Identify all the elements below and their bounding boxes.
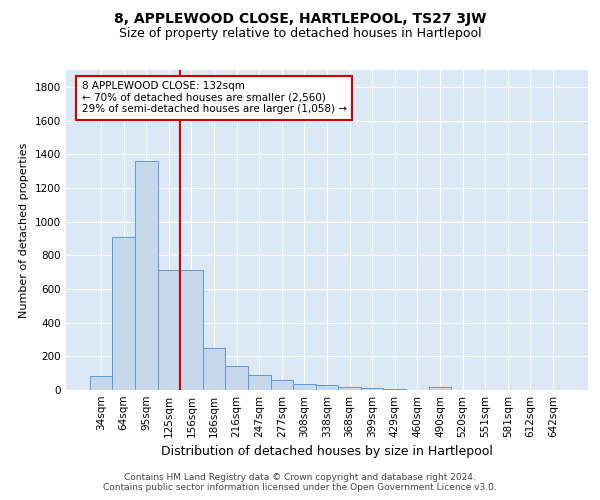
Bar: [338, 388, 361, 390]
Text: 8 APPLEWOOD CLOSE: 132sqm
← 70% of detached houses are smaller (2,560)
29% of se: 8 APPLEWOOD CLOSE: 132sqm ← 70% of detac…: [82, 81, 347, 114]
Bar: [271, 380, 293, 390]
Bar: [180, 270, 203, 390]
Bar: [361, 388, 383, 390]
Y-axis label: Number of detached properties: Number of detached properties: [19, 142, 29, 318]
Bar: [293, 384, 316, 390]
Bar: [90, 376, 112, 390]
Bar: [158, 270, 180, 390]
Bar: [383, 388, 406, 390]
Bar: [226, 366, 248, 390]
Bar: [135, 161, 158, 390]
X-axis label: Distribution of detached houses by size in Hartlepool: Distribution of detached houses by size …: [161, 446, 493, 458]
Bar: [316, 385, 338, 390]
Text: Contains HM Land Registry data © Crown copyright and database right 2024.
Contai: Contains HM Land Registry data © Crown c…: [103, 473, 497, 492]
Bar: [428, 386, 451, 390]
Text: Size of property relative to detached houses in Hartlepool: Size of property relative to detached ho…: [119, 28, 481, 40]
Bar: [112, 236, 135, 390]
Bar: [203, 348, 226, 390]
Bar: [248, 375, 271, 390]
Text: 8, APPLEWOOD CLOSE, HARTLEPOOL, TS27 3JW: 8, APPLEWOOD CLOSE, HARTLEPOOL, TS27 3JW: [114, 12, 486, 26]
